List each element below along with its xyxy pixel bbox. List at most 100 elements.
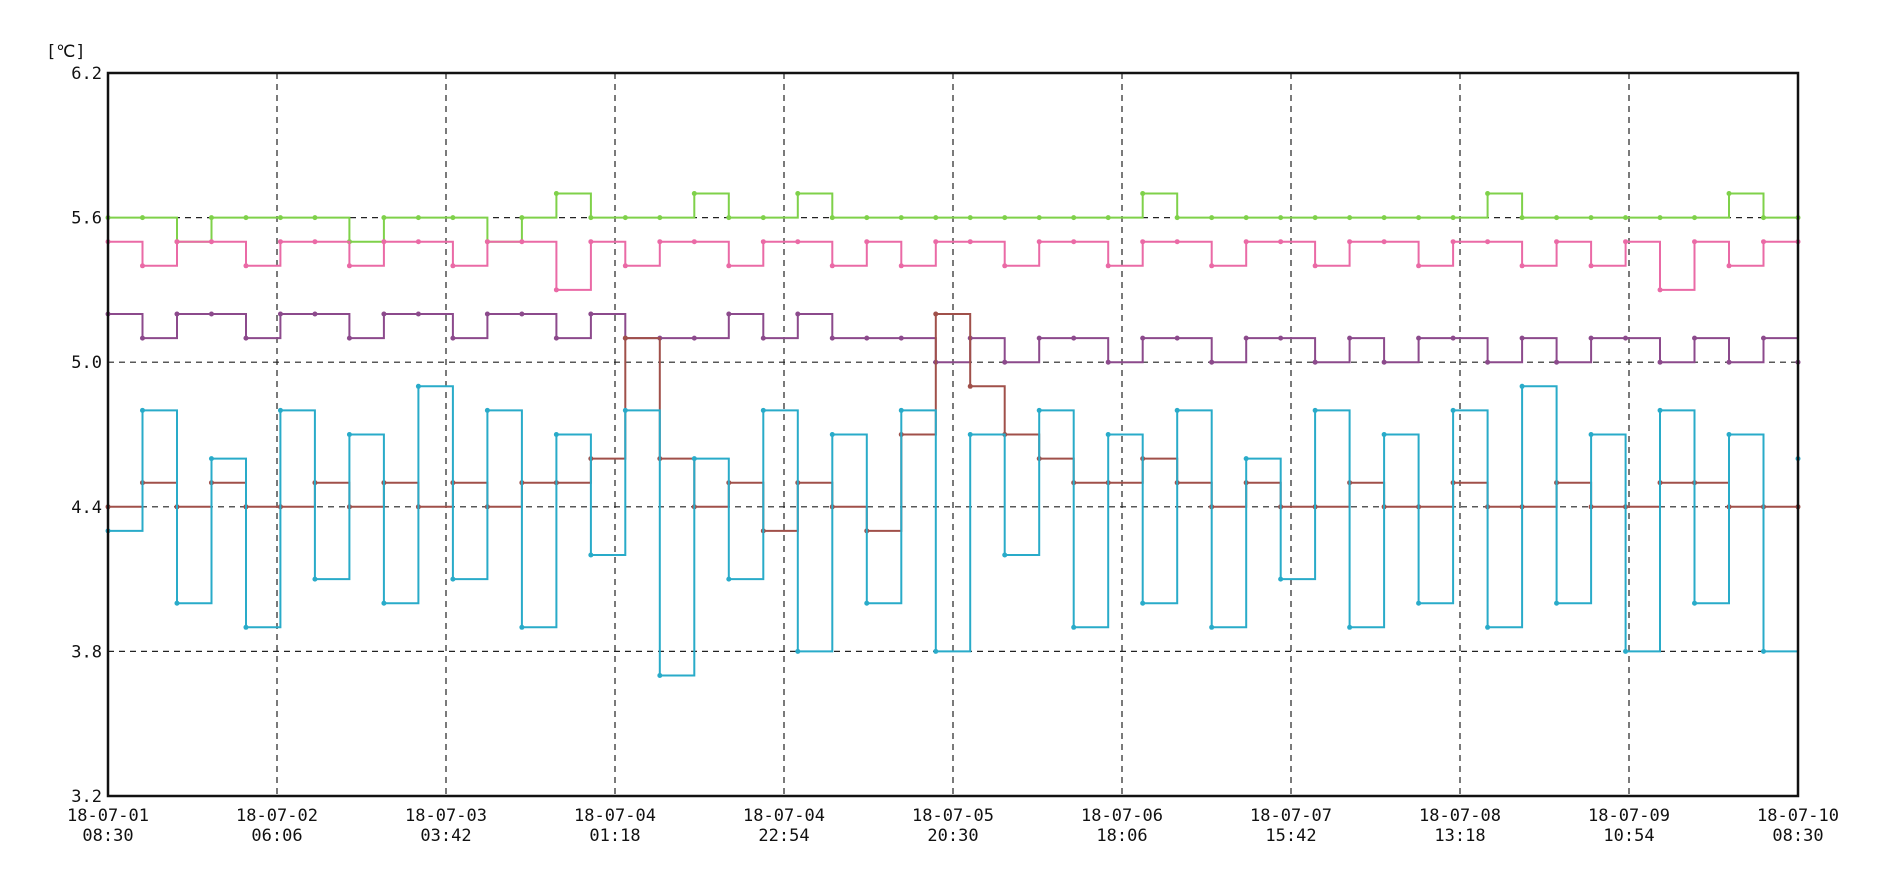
data-point	[1692, 215, 1698, 221]
data-point	[519, 311, 525, 317]
data-point	[1726, 191, 1732, 196]
data-point	[829, 335, 835, 341]
data-point	[519, 215, 525, 221]
x-tick-time: 03:42	[420, 826, 471, 846]
x-tick-date: 18-07-06	[1081, 806, 1163, 826]
data-point	[1209, 359, 1215, 365]
data-point	[657, 239, 663, 245]
data-point	[967, 432, 973, 437]
data-point	[864, 239, 870, 245]
data-point	[1036, 239, 1042, 245]
data-point	[243, 335, 249, 341]
data-point	[1105, 215, 1111, 221]
data-point	[1105, 359, 1111, 365]
x-tick-time: 15:42	[1265, 826, 1316, 846]
data-point	[243, 624, 249, 630]
data-point	[1312, 215, 1318, 221]
data-point	[1243, 215, 1249, 221]
data-point	[415, 215, 421, 221]
data-point	[1692, 335, 1698, 341]
x-tick-time: 18:06	[1096, 826, 1147, 846]
data-point	[1623, 335, 1629, 341]
data-point	[1485, 359, 1491, 365]
data-point	[139, 335, 145, 341]
data-point	[1623, 648, 1629, 654]
data-point	[898, 335, 904, 341]
data-point	[898, 263, 904, 269]
data-point	[1761, 215, 1767, 221]
series-4	[105, 383, 1801, 678]
data-point	[519, 239, 525, 245]
data-point	[829, 432, 835, 437]
data-point	[346, 263, 352, 269]
data-point	[484, 311, 490, 317]
data-point	[277, 239, 283, 245]
x-tick-date: 18-07-08	[1419, 806, 1501, 826]
data-point	[1450, 239, 1456, 245]
x-tick-date: 18-07-05	[912, 806, 994, 826]
data-point	[967, 215, 973, 221]
data-point	[1278, 335, 1284, 341]
data-point	[1036, 407, 1042, 413]
data-point	[1174, 407, 1180, 413]
data-point	[1588, 215, 1594, 221]
data-point	[381, 239, 387, 245]
data-point	[864, 215, 870, 221]
data-point	[1519, 383, 1525, 389]
x-tick-time: 22:54	[758, 826, 809, 846]
x-tick-date: 18-07-02	[236, 806, 318, 826]
x-tick-label: 18-07-01 08:30	[67, 806, 149, 846]
data-point	[277, 311, 283, 317]
series-0	[105, 191, 1801, 245]
data-point	[1485, 624, 1491, 630]
x-tick-label: 18-07-10 08:30	[1757, 806, 1839, 846]
data-point	[588, 311, 594, 317]
data-point	[1174, 215, 1180, 221]
data-point	[174, 311, 180, 317]
data-point	[760, 215, 766, 221]
x-tick-label: 18-07-04 01:18	[574, 806, 656, 846]
data-point	[450, 576, 456, 582]
data-point	[1002, 359, 1008, 365]
data-point	[1036, 335, 1042, 341]
x-tick-time: 08:30	[82, 826, 133, 846]
data-point	[1174, 239, 1180, 245]
x-tick-date: 18-07-03	[405, 806, 487, 826]
y-tick-label: 3.2	[71, 787, 102, 807]
data-point	[1140, 239, 1146, 245]
data-point	[1692, 239, 1698, 245]
data-point	[1485, 191, 1491, 196]
data-point	[1657, 407, 1663, 413]
data-point	[553, 287, 559, 293]
x-tick-label: 18-07-06 18:06	[1081, 806, 1163, 846]
data-point	[1140, 335, 1146, 341]
data-point	[622, 263, 628, 269]
data-point	[1071, 335, 1077, 341]
unit-label: [℃]	[46, 42, 86, 62]
data-point	[1726, 263, 1732, 269]
data-point	[1692, 600, 1698, 606]
data-point	[1243, 239, 1249, 245]
data-point	[864, 600, 870, 606]
data-point	[726, 311, 732, 317]
data-point	[622, 335, 628, 341]
x-tick-time: 08:30	[1772, 826, 1823, 846]
data-point	[1761, 648, 1767, 654]
data-point	[1278, 239, 1284, 245]
data-point	[1002, 552, 1008, 558]
data-point	[588, 215, 594, 221]
data-point	[381, 311, 387, 317]
data-point	[519, 624, 525, 630]
series-line	[108, 192, 1798, 243]
data-point	[1450, 335, 1456, 341]
data-point	[1174, 335, 1180, 341]
data-point	[1450, 215, 1456, 221]
data-point	[726, 263, 732, 269]
data-point	[1761, 239, 1767, 245]
data-point	[864, 335, 870, 341]
x-tick-date: 18-07-04	[743, 806, 825, 826]
data-point	[657, 215, 663, 221]
data-point	[346, 432, 352, 437]
x-tick-date: 18-07-01	[67, 806, 149, 826]
